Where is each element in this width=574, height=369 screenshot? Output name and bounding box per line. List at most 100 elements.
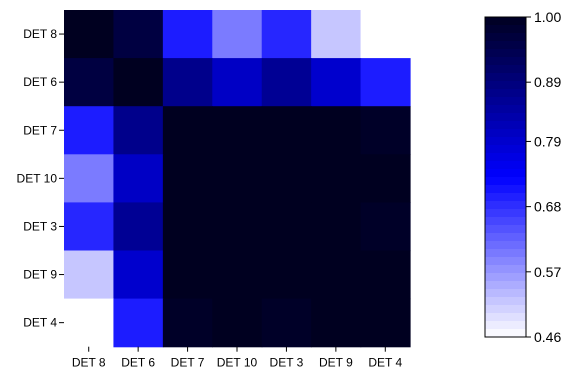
colorbar-band (485, 169, 526, 178)
heatmap-cell (64, 202, 115, 252)
heatmap-cell (113, 298, 164, 348)
heatmap-cell (360, 154, 411, 203)
heatmap-cell (261, 106, 312, 155)
colorbar-band (485, 73, 526, 82)
x-tick-label: DET 7 (171, 356, 205, 369)
colorbar-band (485, 257, 526, 266)
heatmap-cell (311, 250, 362, 300)
heatmap-cell (113, 58, 164, 107)
heatmap-cell (311, 202, 362, 252)
heatmap-cell (162, 10, 213, 59)
heatmap-cell (311, 10, 362, 59)
colorbar-band (485, 273, 526, 282)
colorbar-tick-label: 0.57 (534, 264, 561, 280)
colorbar-band (485, 177, 526, 186)
colorbar-band (485, 153, 526, 162)
colorbar-band (485, 65, 526, 74)
colorbar: 1.00 0.89 0.79 0.68 0.57 0.46 (484, 9, 561, 345)
heatmap-cell (212, 154, 263, 203)
y-tick-label: DET 4 (23, 316, 57, 330)
colorbar-tick-label: 0.79 (534, 133, 561, 149)
colorbar-band (485, 81, 526, 90)
heatmap-cell (162, 58, 213, 107)
heatmap-axes: DET 8 DET 6 DET 7 DET 10 DET 3 DET 9 DET 4 DET … (17, 27, 403, 369)
colorbar-band (485, 241, 526, 250)
colorbar-band (485, 121, 526, 130)
heatmap-cell (311, 154, 362, 203)
colorbar-tick-label: 1.00 (534, 9, 561, 25)
colorbar-band (485, 161, 526, 170)
colorbar-band (485, 265, 526, 274)
y-tick-label: DET 7 (23, 123, 57, 137)
heatmap-cell (113, 10, 164, 59)
heatmap-cell (162, 250, 213, 300)
heatmap-cell (360, 106, 411, 155)
colorbar-band (485, 193, 526, 202)
colorbar-band (485, 41, 526, 50)
heatmap-cell (261, 298, 312, 348)
heatmap-cell (261, 58, 312, 107)
x-tick-label: DET 9 (319, 356, 353, 369)
colorbar-band (485, 89, 526, 98)
colorbar-tick-label: 0.89 (534, 74, 561, 90)
heatmap-cell (212, 106, 263, 155)
x-tick-label: DET 6 (121, 356, 155, 369)
colorbar-band (485, 185, 526, 194)
x-tick-label: DET 4 (368, 356, 402, 369)
colorbar-band (485, 49, 526, 58)
colorbar-band (485, 321, 526, 330)
heatmap-cell (261, 250, 312, 300)
y-tick-label: DET 6 (23, 75, 57, 89)
heatmap-cell (311, 106, 362, 155)
colorbar-band (485, 201, 526, 210)
colorbar-band (485, 249, 526, 258)
heatmap-cell (162, 154, 213, 203)
heatmap-cell (113, 106, 164, 155)
heatmap-cell (64, 106, 115, 155)
heatmap-cell (113, 250, 164, 300)
heatmap-cell (261, 10, 312, 59)
colorbar-band (485, 137, 526, 146)
heatmap-cell (212, 250, 263, 300)
y-tick-label: DET 3 (23, 219, 57, 233)
heatmap-cell (360, 202, 411, 252)
y-tick-label: DET 9 (23, 268, 57, 282)
colorbar-band (485, 17, 526, 26)
heatmap-cell (311, 298, 362, 348)
colorbar-band (485, 97, 526, 106)
colorbar-band (485, 57, 526, 66)
x-tick-label: DET 8 (72, 356, 106, 369)
colorbar-tick-label: 0.68 (534, 199, 561, 215)
colorbar-frame (484, 16, 527, 338)
heatmap-cell (261, 202, 312, 252)
colorbar-band (485, 217, 526, 226)
colorbar-band (485, 297, 526, 306)
y-tick-label: DET 10 (17, 171, 58, 185)
colorbar-band (485, 313, 526, 322)
heatmap-cell (64, 10, 115, 59)
colorbar-band (485, 233, 526, 242)
colorbar-band (485, 105, 526, 114)
heatmap-cell (113, 202, 164, 252)
colorbar-band (485, 225, 526, 234)
heatmap-cell (360, 250, 411, 300)
colorbar-band (485, 281, 526, 290)
y-tick-label: DET 8 (23, 27, 57, 41)
heatmap-cell (360, 298, 411, 348)
heatmap-cell (212, 202, 263, 252)
heatmap-cell (64, 154, 115, 203)
heatmap-cells (64, 10, 411, 348)
heatmap-cell (212, 58, 263, 107)
colorbar-band (485, 305, 526, 314)
colorbar-band (485, 33, 526, 42)
heatmap-cell (261, 154, 312, 203)
heatmap-cell (212, 298, 263, 348)
heatmap-cell (360, 58, 411, 107)
heatmap-cell (162, 106, 213, 155)
colorbar-band (485, 289, 526, 298)
colorbar-band (485, 113, 526, 122)
colorbar-band (485, 145, 526, 154)
colorbar-band (485, 129, 526, 138)
colorbar-band (485, 209, 526, 218)
heatmap-cell (64, 58, 115, 107)
